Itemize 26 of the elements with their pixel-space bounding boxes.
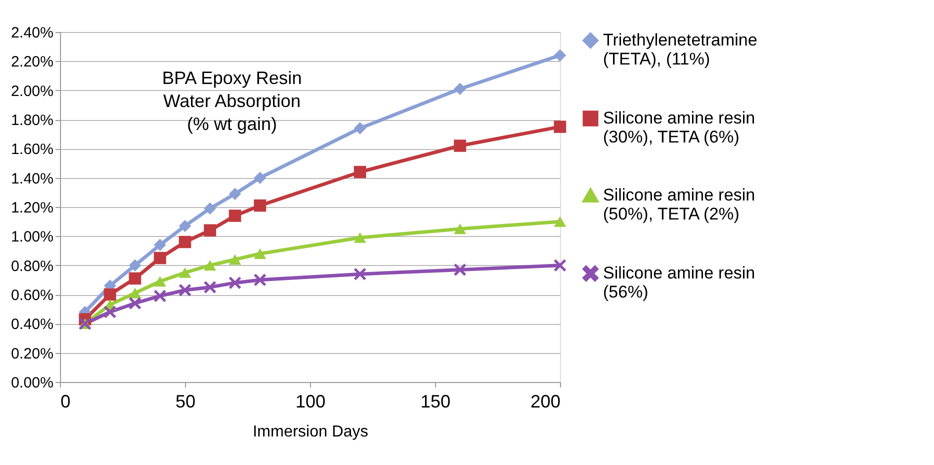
y-tick-label: 1.40% [10,170,54,188]
text: BPA Epoxy Resin [162,68,302,88]
y-tick-label: 1.20% [10,200,54,216]
x-tick-label: 100 [295,392,326,412]
y-tick-label: 2.00% [10,82,54,100]
x-tick-label: 150 [420,392,451,412]
x-tick-label: 50 [175,392,196,412]
legend-label: Silicone amine resin (50%), TETA (2%) [603,186,756,224]
text: Water Absorption [163,91,301,111]
y-tick-label: 2.20% [10,54,54,71]
x-axis-title: Immersion Days [252,424,368,440]
legend-label: Silicone amine resin (30%), TETA (6%) [603,108,756,146]
y-tick-label: 2.40% [10,24,54,42]
y-tick-label: 0.80% [10,258,54,275]
y-tick-label: 0.00% [10,374,54,392]
y-tick-label: 1.60% [10,141,54,158]
legend-label: Triethylenetetramine (TETA), (11%) [603,30,758,68]
legend-label: Silicone amine resin (56%) [603,264,756,302]
x-tick-label: 0 [60,392,71,412]
y-tick-label: 0.40% [10,316,54,334]
y-tick-label: 1.80% [10,112,54,129]
y-tick-label: 0.20% [10,345,54,362]
x-tick-label: 200 [530,392,560,412]
text: (% wt gain) [186,114,278,134]
y-tick-label: 1.00% [10,228,54,246]
y-tick-label: 0.60% [10,287,54,304]
